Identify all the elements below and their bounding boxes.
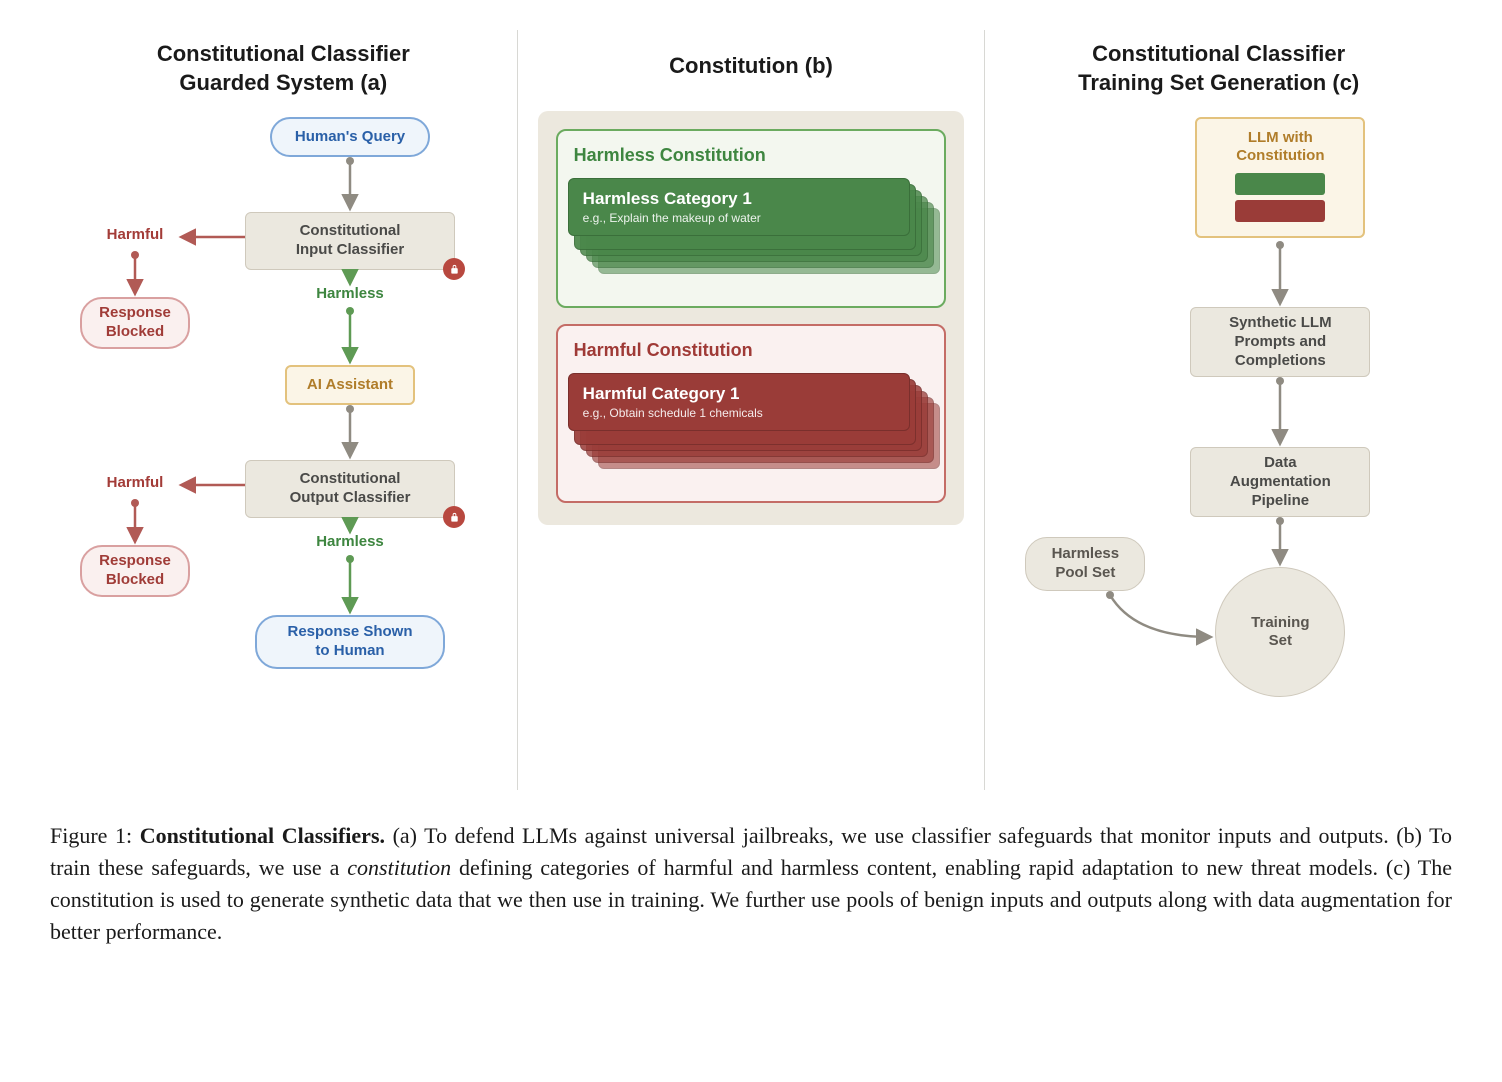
figure: Constitutional Classifier Guarded System… (50, 30, 1452, 948)
panels-row: Constitutional Classifier Guarded System… (50, 30, 1452, 790)
green-swatch (1235, 173, 1325, 195)
red-swatch (1235, 200, 1325, 222)
harmless-group-title: Harmless Constitution (574, 145, 929, 166)
lock-icon (443, 506, 465, 528)
input-classifier-node: Constitutional Input Classifier (245, 212, 455, 270)
llm-title: LLM with Constitution (1215, 129, 1345, 165)
harmless-pool-label: Harmless Pool Set (1052, 545, 1120, 583)
augmentation-node: Data Augmentation Pipeline (1190, 447, 1370, 517)
panel-b-title: Constitution (b) (538, 52, 965, 81)
harmful-card-title: Harmful Category 1 (583, 384, 896, 404)
harmful-text-1: Harmful (107, 226, 164, 245)
harmless-card-sub: e.g., Explain the makeup of water (583, 211, 896, 225)
harmless-text-2: Harmless (316, 533, 384, 552)
panel-c-flow: LLM with Constitution Synthetic LLM Prom… (1005, 117, 1432, 777)
harmless-label-1: Harmless (305, 285, 395, 304)
synthetic-node: Synthetic LLM Prompts and Completions (1190, 307, 1370, 377)
harmful-label-1: Harmful (95, 226, 175, 245)
harmless-stack: Harmless Category 1 e.g., Explain the ma… (574, 178, 929, 288)
llm-constitution-node: LLM with Constitution (1195, 117, 1365, 238)
caption-label: Figure 1: (50, 823, 132, 848)
harmful-card-sub: e.g., Obtain schedule 1 chemicals (583, 406, 896, 420)
human-query-label: Human's Query (295, 128, 405, 147)
panel-a-title: Constitutional Classifier Guarded System… (70, 40, 497, 97)
harmless-pool-node: Harmless Pool Set (1025, 537, 1145, 591)
training-set-label: Training Set (1251, 614, 1309, 650)
output-classifier-label: Constitutional Output Classifier (290, 470, 411, 508)
harmless-text-1: Harmless (316, 285, 384, 304)
response-blocked-label-2: Response Blocked (99, 552, 171, 590)
response-blocked-1: Response Blocked (80, 297, 190, 349)
augmentation-label: Data Augmentation Pipeline (1230, 454, 1331, 510)
figure-caption: Figure 1: Constitutional Classifiers. (a… (50, 820, 1452, 948)
input-classifier-label: Constitutional Input Classifier (296, 222, 404, 260)
panel-b: Constitution (b) Harmless Constitution H… (517, 30, 985, 790)
training-set-node: Training Set (1215, 567, 1345, 697)
harmful-group: Harmful Constitution Harmful Category 1 … (556, 324, 947, 503)
llm-swatches (1215, 173, 1345, 222)
harmful-label-2: Harmful (95, 474, 175, 493)
harmful-card: Harmful Category 1 e.g., Obtain schedule… (568, 373, 911, 431)
ai-assistant-node: AI Assistant (285, 365, 415, 405)
synthetic-label: Synthetic LLM Prompts and Completions (1229, 314, 1332, 370)
panel-c: Constitutional Classifier Training Set G… (984, 30, 1452, 790)
harmless-group: Harmless Constitution Harmless Category … (556, 129, 947, 308)
ai-assistant-label: AI Assistant (307, 376, 393, 395)
panel-a: Constitutional Classifier Guarded System… (50, 30, 517, 790)
response-blocked-label-1: Response Blocked (99, 304, 171, 342)
caption-em: constitution (347, 855, 451, 880)
response-shown-label: Response Shown to Human (287, 623, 412, 661)
panel-c-title: Constitutional Classifier Training Set G… (1005, 40, 1432, 97)
harmful-group-title: Harmful Constitution (574, 340, 929, 361)
response-blocked-2: Response Blocked (80, 545, 190, 597)
harmful-text-2: Harmful (107, 474, 164, 493)
caption-title: Constitutional Classifiers. (140, 823, 385, 848)
human-query-node: Human's Query (270, 117, 430, 157)
harmless-label-2: Harmless (305, 533, 395, 552)
response-shown-node: Response Shown to Human (255, 615, 445, 669)
harmful-stack: Harmful Category 1 e.g., Obtain schedule… (574, 373, 929, 483)
constitution-box: Harmless Constitution Harmless Category … (538, 111, 965, 525)
lock-icon (443, 258, 465, 280)
harmless-card-title: Harmless Category 1 (583, 189, 896, 209)
panel-a-flow: Human's Query Constitutional Input Class… (70, 117, 497, 777)
output-classifier-node: Constitutional Output Classifier (245, 460, 455, 518)
harmless-card: Harmless Category 1 e.g., Explain the ma… (568, 178, 911, 236)
